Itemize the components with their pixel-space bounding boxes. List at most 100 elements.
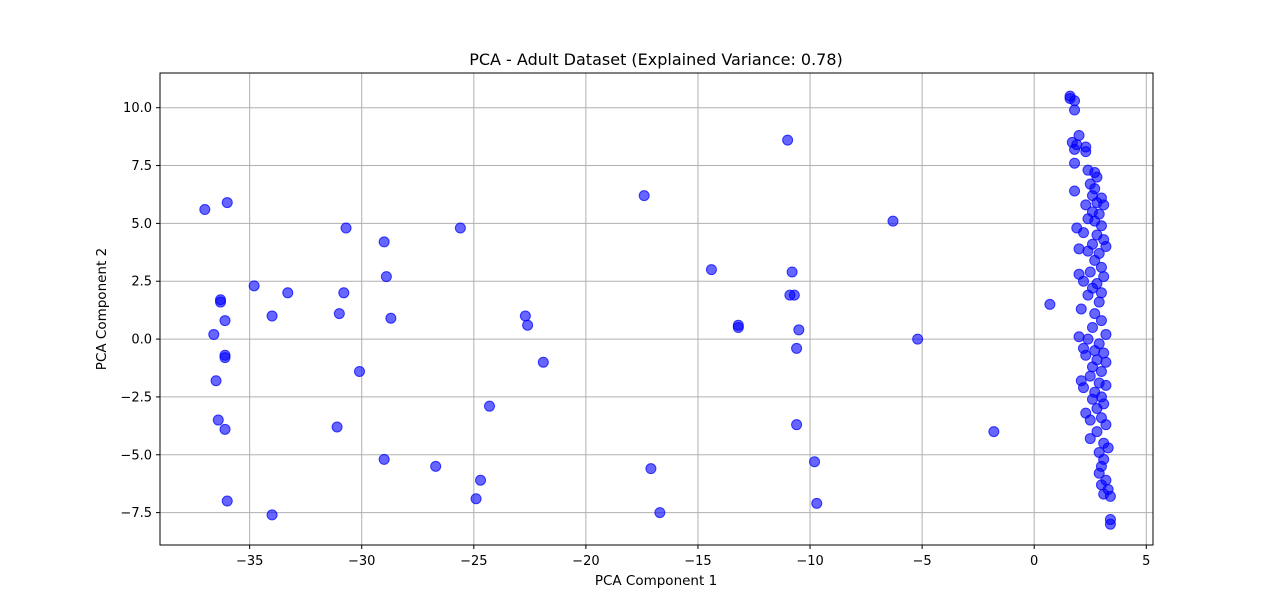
scatter-point [1091,171,1103,183]
scatter-point [638,190,650,202]
scatter-point [378,453,390,465]
scatter-point [1086,393,1098,405]
scatter-point [1095,261,1107,273]
scatter-point [1098,271,1110,283]
y-tick-label: 0.0 [131,333,152,348]
scatter-point [1084,414,1096,426]
scatter-point [266,509,278,521]
x-tick-label: −5 [913,554,932,569]
scatter-point [219,423,231,435]
scatter-point [1082,289,1094,301]
grid-lines [160,73,1153,545]
scatter-point [1089,345,1101,357]
x-axis-label: PCA Component 1 [595,573,717,589]
scatter-point [791,419,803,431]
scatter-point [988,426,1000,438]
scatter-point [221,197,233,209]
scatter-point [1100,356,1112,368]
scatter-point [654,507,666,519]
scatter-point [1082,333,1094,345]
scatter-point [221,495,233,507]
scatter-point [811,497,823,509]
scatter-point [1100,241,1112,253]
scatter-point [340,222,352,234]
scatter-point [1100,328,1112,340]
scatter-point [219,352,231,364]
scatter-point [809,456,821,468]
scatter-point [1073,331,1085,343]
scatter-point [1102,442,1114,454]
scatter-point [219,315,231,327]
scatter-point [385,312,397,324]
scatter-point [266,310,278,322]
y-tick-label: 5.0 [131,217,152,232]
scatter-point [1095,220,1107,232]
scatter-point [1075,303,1087,315]
scatter-point [353,365,365,377]
scatter-point [1069,185,1081,197]
scatter-point [645,463,657,475]
scatter-point [1100,419,1112,431]
scatter-point [705,264,717,276]
scatter-point [791,342,803,354]
data-points [199,90,1116,530]
scatter-point [519,310,531,322]
scatter-point [1104,490,1116,502]
scatter-point [1100,379,1112,391]
scatter-point [1091,426,1103,438]
scatter-point [1080,349,1092,361]
scatter-point [1098,199,1110,211]
scatter-point [1069,157,1081,169]
axis-ticks: −35 −30 −25 −20 −15 −10 −5 0 5 −7.5 −5.0 −2.5 0.0 2.5… [120,101,1150,569]
scatter-point [1078,275,1090,287]
scatter-point [378,236,390,248]
scatter-point [912,333,924,345]
scatter-point [788,289,800,301]
scatter-point [1089,254,1101,266]
scatter-point [1073,243,1085,255]
scatter-point [1078,382,1090,394]
chart-title: PCA - Adult Dataset (Explained Variance:… [469,50,843,69]
x-tick-label: 0 [1030,554,1038,569]
scatter-point [732,322,744,334]
scatter-point [1104,518,1116,530]
y-tick-label: −7.5 [120,506,152,521]
scatter-point [1091,402,1103,414]
scatter-point [475,474,487,486]
scatter-point [1095,365,1107,377]
scatter-point [793,324,805,336]
scatter-point [212,414,224,426]
scatter-point [282,287,294,299]
y-tick-label: 7.5 [131,159,152,174]
x-tick-label: 5 [1142,554,1150,569]
scatter-point [331,421,343,433]
scatter-point [522,319,534,331]
scatter-point [380,271,392,283]
scatter-point [537,356,549,368]
y-tick-label: 10.0 [123,101,152,116]
plot-frame [159,72,1154,546]
scatter-point [1080,146,1092,158]
scatter-point [333,308,345,320]
scatter-point [208,328,220,340]
scatter-point [1086,361,1098,373]
scatter-point [430,460,442,472]
scatter-point [887,215,899,227]
scatter-point [1086,322,1098,334]
y-tick-label: −2.5 [120,390,152,405]
x-tick-label: −35 [236,554,263,569]
scatter-point [782,134,794,146]
x-tick-label: −25 [460,554,487,569]
scatter-point [1095,287,1107,299]
scatter-point [484,400,496,412]
scatter-point [1080,199,1092,211]
scatter-point [1095,315,1107,327]
scatter-point [199,204,211,216]
scatter-point [248,280,260,292]
scatter-point [210,375,222,387]
x-tick-label: −15 [684,554,711,569]
scatter-point [1089,308,1101,320]
